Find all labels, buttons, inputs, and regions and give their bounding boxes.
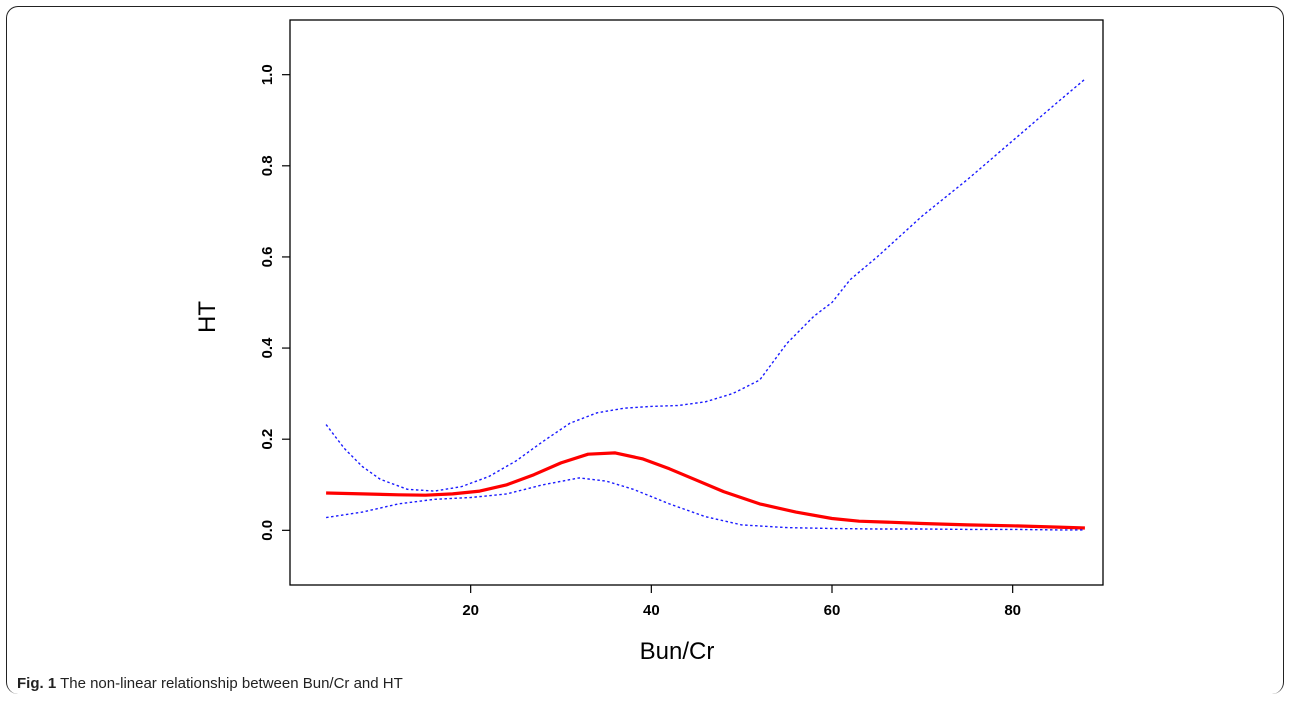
x-tick-label: 40 [643,602,660,619]
y-tick-label: 1.0 [259,64,276,85]
caption-label: Fig. 1 [17,675,57,692]
y-axis: 0.0 0.2 0.4 0.6 0.8 1.0 [259,64,290,541]
caption-text: The non-linear relationship between Bun/… [60,675,403,692]
y-axis-label: HT [194,301,221,333]
plot-box [289,19,1104,586]
x-tick-label: 60 [824,602,841,619]
series-line-1 [326,451,1085,530]
y-tick-label: 0.6 [259,247,276,268]
y-tick-label: 0.8 [259,155,276,176]
x-tick-label: 80 [1004,602,1021,619]
figure-frame [6,6,1284,694]
y-tick-label: 0.0 [259,520,276,541]
x-axis-label: Bun/Cr [640,638,715,665]
x-axis: 20 40 60 80 [462,585,1021,619]
figure-caption: Fig. 1 The non-linear relationship betwe… [17,675,403,692]
series-line-2 [325,78,1086,492]
y-tick-label: 0.2 [259,429,276,450]
series-layer [325,78,1086,531]
x-tick-label: 20 [462,602,479,619]
series-line-3 [325,477,1085,531]
y-tick-label: 0.4 [259,337,276,359]
